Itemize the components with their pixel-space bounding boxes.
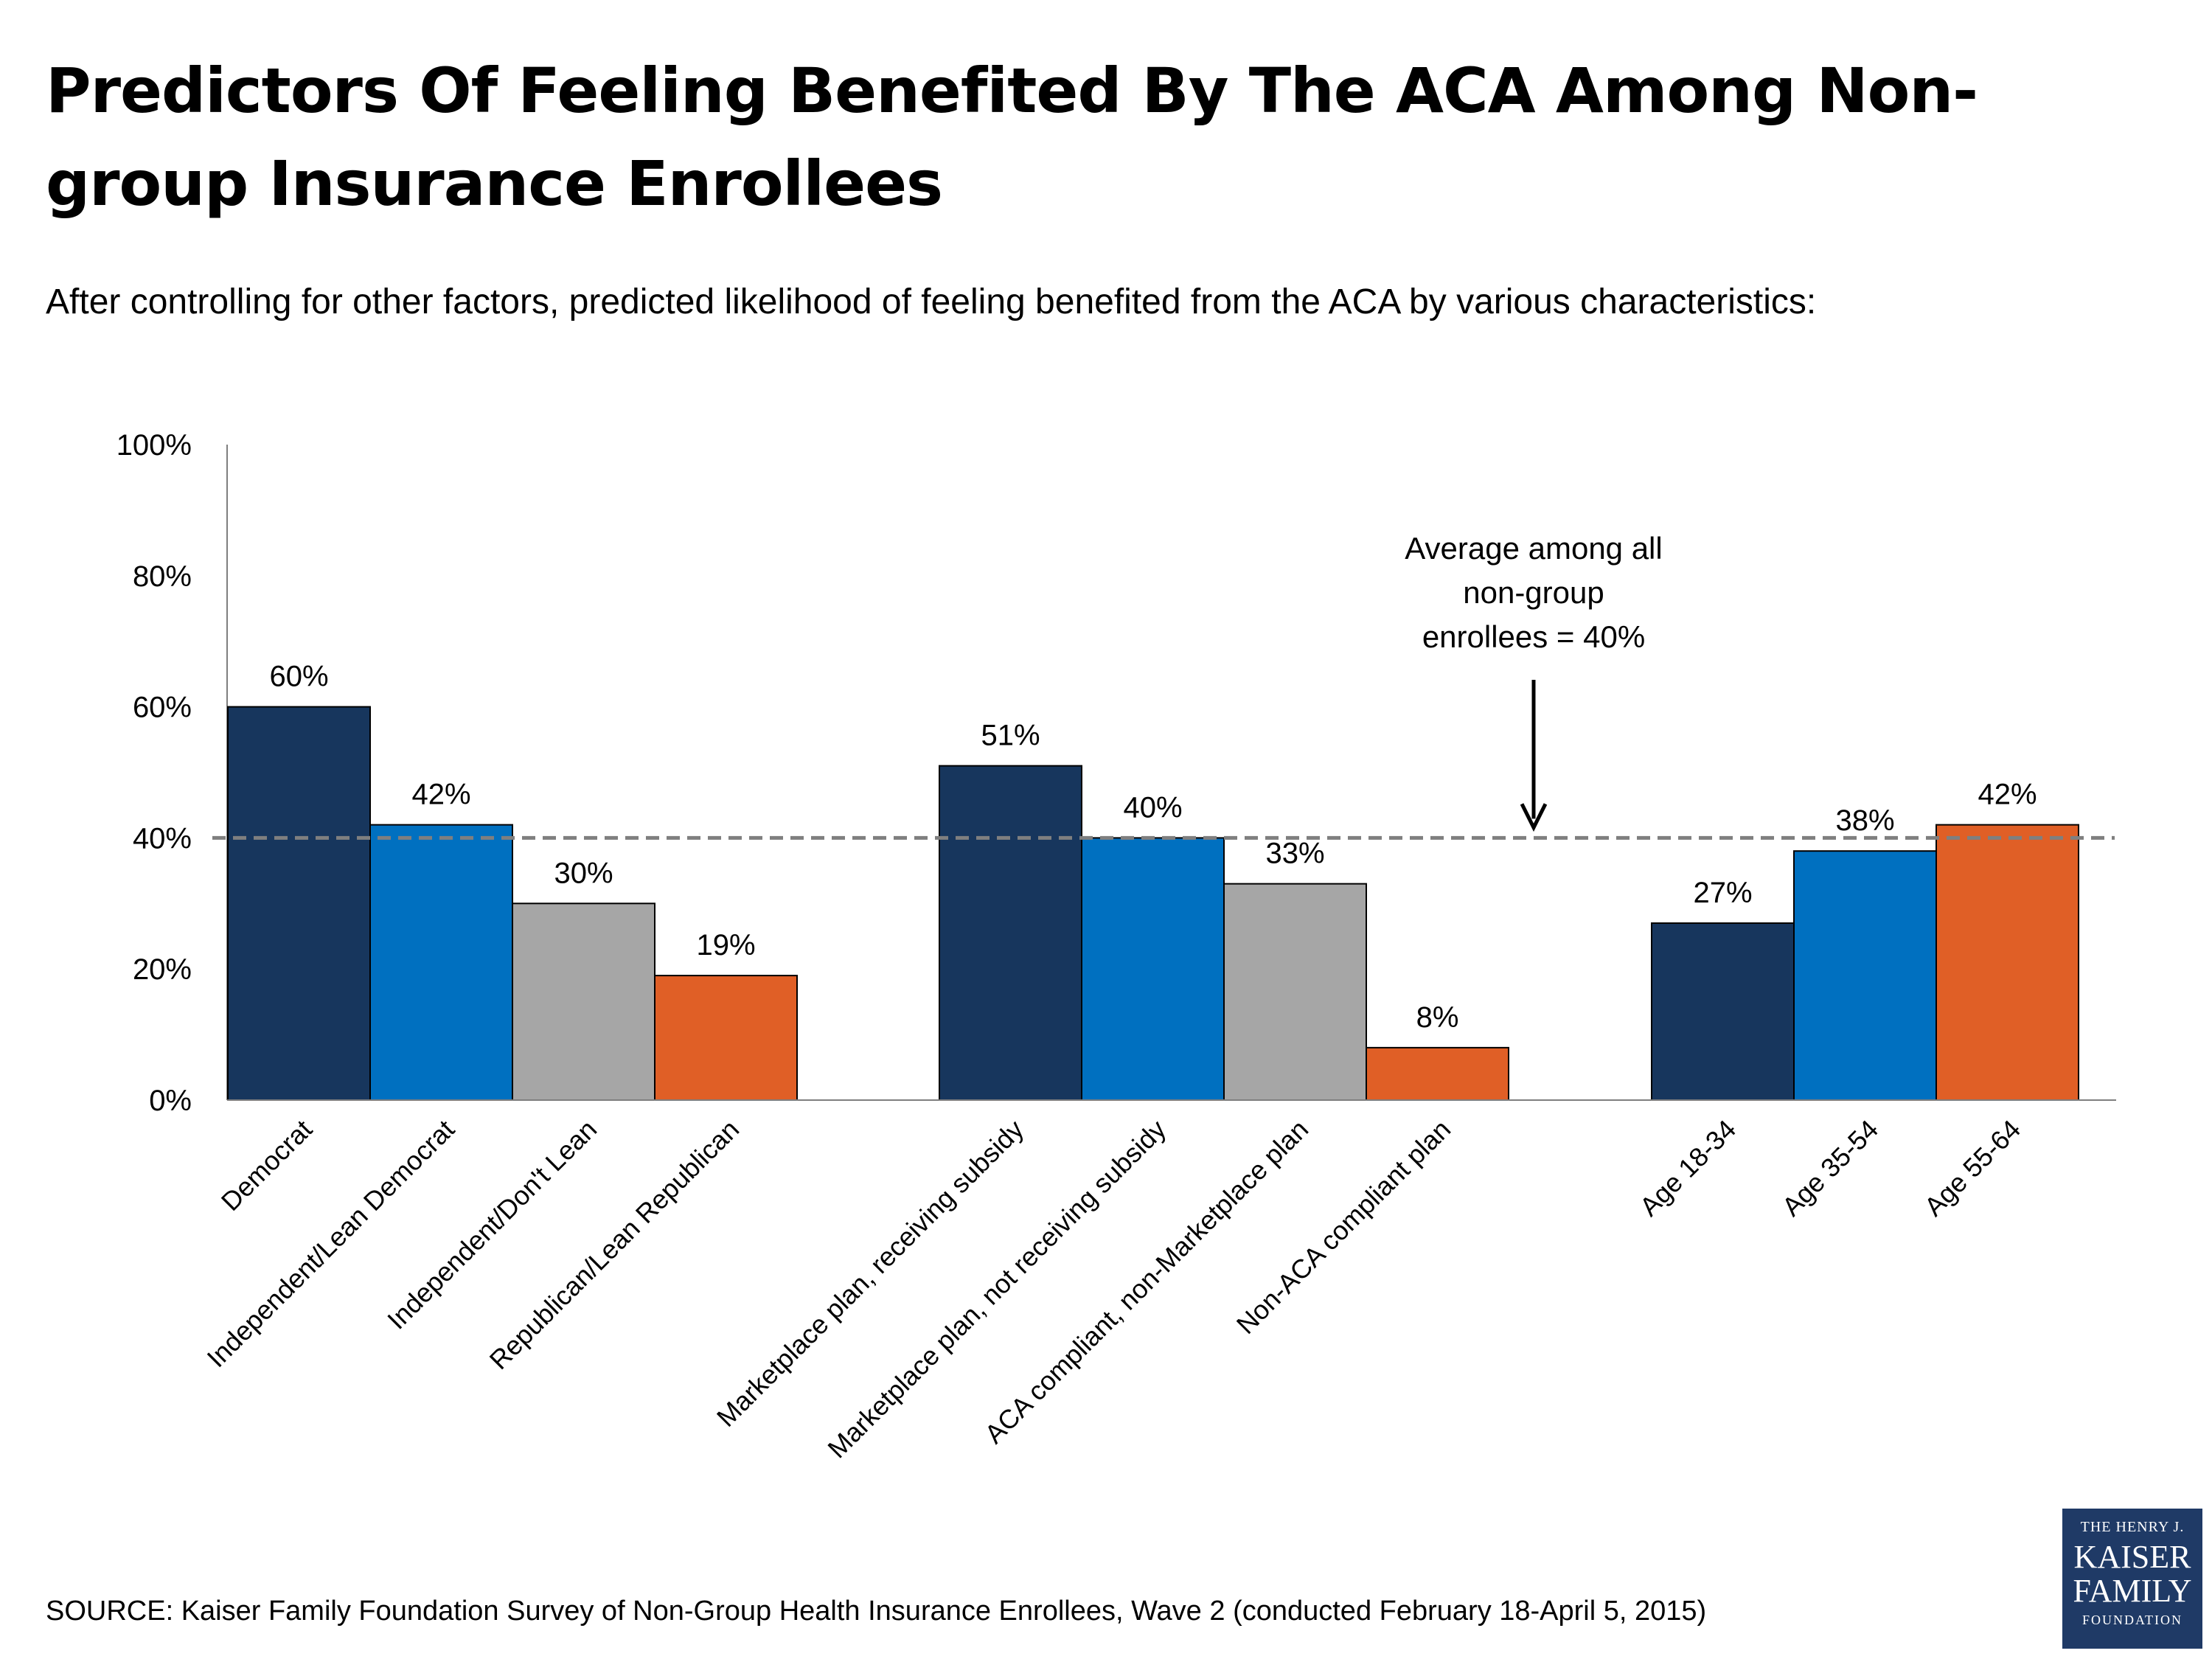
bar-value-label: 8% [1416, 1001, 1459, 1034]
bar [939, 765, 1082, 1101]
x-category-label: Independent/Lean Democrat [201, 1114, 460, 1374]
bar [1223, 883, 1367, 1101]
bar-value-label: 27% [1693, 877, 1752, 909]
bar-value-label: 38% [1835, 804, 1894, 837]
x-category-label: Age 35-54 [1776, 1114, 1884, 1222]
bar-value-label: 42% [1978, 779, 2037, 811]
bar [654, 975, 798, 1101]
average-annotation-line: enrollees = 40% [1422, 619, 1645, 654]
annotation-arrow-head [1520, 803, 1548, 832]
y-tick-label: 80% [133, 560, 192, 593]
x-category-label: Age 55-64 [1919, 1114, 2026, 1222]
bar-value-label: 51% [981, 720, 1040, 752]
average-annotation-line: non-group [1463, 575, 1604, 610]
bar [1935, 824, 2079, 1101]
x-category-label: Marketplace plan, receiving subsidy [711, 1114, 1029, 1433]
bar-value-label: 30% [554, 857, 613, 889]
bar-value-label: 33% [1265, 838, 1324, 870]
bar [1366, 1046, 1509, 1102]
source-note: SOURCE: Kaiser Family Foundation Survey … [46, 1596, 1707, 1627]
bar [369, 824, 513, 1101]
bar [1793, 850, 1937, 1102]
x-category-label: Age 18-34 [1634, 1114, 1742, 1222]
x-category-label: ACA compliant, non-Marketplace plan [978, 1114, 1314, 1450]
x-category-label: Republican/Lean Republican [484, 1114, 745, 1376]
bar [1651, 922, 1795, 1101]
bar-value-label: 19% [696, 929, 755, 961]
logo-line-1: THE HENRY J. [2080, 1519, 2185, 1535]
bar [512, 902, 655, 1102]
y-tick-label: 60% [133, 692, 192, 724]
average-annotation-line: Average among all [1405, 531, 1662, 566]
kff-logo: THE HENRY J. KAISER FAMILY FOUNDATION [2062, 1509, 2202, 1649]
y-tick-label: 20% [133, 953, 192, 986]
bar-value-label: 40% [1123, 791, 1182, 824]
bar-value-label: 60% [269, 661, 328, 693]
x-category-label: Democrat [215, 1114, 318, 1217]
chart-title: Predictors Of Feeling Benefited By The A… [46, 55, 1978, 220]
logo-line-3: FAMILY [2073, 1573, 2192, 1609]
bar-value-label: 42% [411, 779, 470, 811]
logo-line-4: FOUNDATION [2082, 1613, 2183, 1627]
bar [227, 706, 371, 1101]
y-tick-label: 40% [133, 822, 192, 855]
y-tick-label: 100% [116, 429, 192, 462]
y-tick-label: 0% [149, 1085, 192, 1117]
logo-line-2: KAISER [2073, 1539, 2191, 1575]
chart-subtitle: After controlling for other factors, pre… [46, 282, 1817, 321]
bar [1081, 837, 1225, 1102]
